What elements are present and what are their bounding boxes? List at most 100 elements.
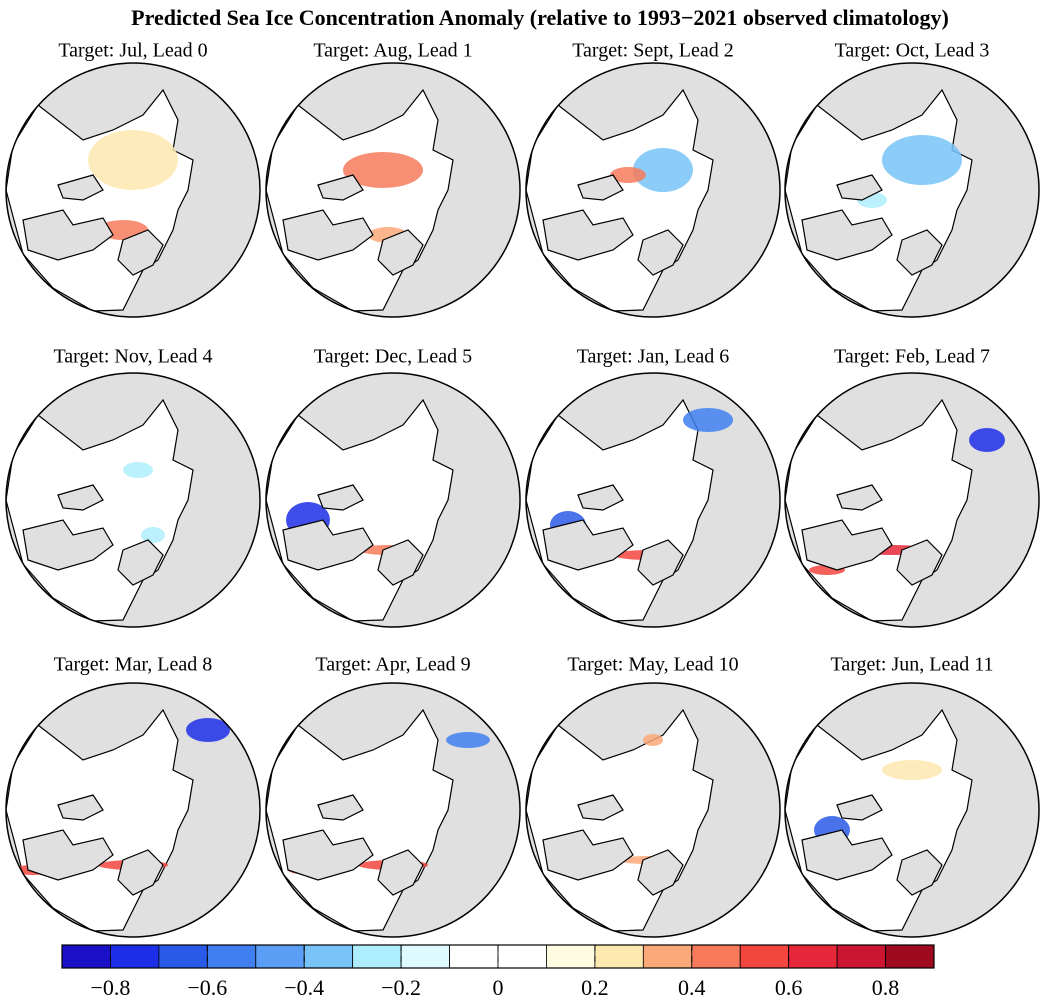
colorbar-tick-label: 0	[493, 975, 504, 1000]
colorbar-segment	[594, 944, 644, 969]
map-border	[265, 682, 521, 938]
anomaly-patch	[633, 148, 693, 192]
anomaly-patch	[343, 152, 423, 188]
map-content	[6, 398, 194, 622]
map-border	[5, 372, 261, 628]
panel-title: Target: Apr, Lead 9	[315, 654, 470, 676]
polar-map	[784, 62, 1040, 318]
map-border	[265, 372, 521, 628]
colorbar-segment	[61, 944, 111, 969]
map-border	[525, 372, 781, 628]
panel-title: Target: Jan, Lead 6	[577, 346, 730, 368]
anomaly-patch	[882, 135, 962, 185]
coastline	[801, 484, 943, 586]
map-border	[5, 682, 261, 938]
map-border	[525, 62, 781, 318]
colorbar-tick-label: 0.8	[872, 975, 900, 1000]
colorbar-segment	[158, 944, 208, 969]
colorbar-segment	[497, 944, 547, 969]
map-border	[784, 62, 1040, 318]
anomaly-patch	[683, 408, 733, 432]
colorbar-segment	[449, 944, 499, 969]
anomaly-patch	[882, 760, 942, 780]
map-border	[784, 372, 1040, 628]
polar-map	[5, 682, 261, 938]
colorbar-segment	[110, 944, 160, 969]
anomaly-patch	[186, 718, 230, 742]
polar-map	[5, 62, 261, 318]
map-content	[266, 708, 490, 932]
polar-map	[525, 372, 781, 628]
panel-title: Target: Aug, Lead 1	[313, 40, 472, 62]
anomaly-patch	[123, 462, 153, 478]
panel-title: Target: Nov, Lead 4	[53, 346, 212, 368]
anomaly-patch	[88, 130, 178, 190]
colorbar-segment	[691, 944, 741, 969]
panel-title: Target: Jun, Lead 11	[831, 654, 994, 676]
map-content	[6, 708, 230, 932]
colorbar-segment	[352, 944, 402, 969]
anomaly-patch	[643, 734, 663, 746]
colorbar-segment	[836, 944, 886, 969]
panel-title: Target: Oct, Lead 3	[835, 40, 990, 62]
colorbar-tick-label: −0.4	[284, 975, 324, 1000]
colorbar-tick-label: −0.6	[187, 975, 227, 1000]
map-content	[526, 398, 733, 622]
panel-title: Target: Dec, Lead 5	[314, 346, 472, 368]
colorbar-segment	[788, 944, 838, 969]
anomaly-patch	[446, 732, 490, 748]
panel-title: Target: Jul, Lead 0	[58, 40, 207, 62]
panel-title: Target: Feb, Lead 7	[834, 346, 990, 368]
coastline	[22, 484, 164, 586]
colorbar-segment	[546, 944, 596, 969]
map-content	[266, 88, 454, 312]
colorbar-tick-label: 0.4	[678, 975, 706, 1000]
map-border	[525, 682, 781, 938]
colorbar-tick-label: 0.6	[775, 975, 803, 1000]
polar-map	[784, 682, 1040, 938]
colorbar-tick-label: −0.8	[90, 975, 130, 1000]
polar-map	[525, 62, 781, 318]
anomaly-patch	[141, 527, 165, 543]
colorbar-segment	[400, 944, 450, 969]
map-content	[266, 398, 454, 622]
coastline	[282, 794, 424, 896]
polar-map	[265, 372, 521, 628]
map-content	[785, 88, 973, 312]
polar-map	[5, 372, 261, 628]
coastline	[282, 484, 424, 586]
anomaly-patch	[969, 428, 1005, 452]
polar-map	[525, 682, 781, 938]
map-content	[785, 398, 1005, 622]
map-content	[526, 708, 714, 932]
coastline	[282, 174, 424, 276]
coastline	[22, 794, 164, 896]
colorbar-segment	[255, 944, 305, 969]
figure-title: Predicted Sea Ice Concentration Anomaly …	[131, 5, 949, 30]
map-content	[526, 88, 714, 312]
coastline	[542, 484, 684, 586]
map-border	[265, 62, 521, 318]
coastline	[542, 174, 684, 276]
colorbar-tick-label: 0.2	[581, 975, 609, 1000]
panel-title: Target: May, Lead 10	[567, 654, 738, 676]
colorbar-tick-label: −0.2	[381, 975, 421, 1000]
map-border	[5, 62, 261, 318]
polar-map	[265, 62, 521, 318]
panel-title: Target: Sept, Lead 2	[572, 40, 734, 62]
map-content	[785, 708, 973, 932]
coastline	[801, 794, 943, 896]
colorbar-segment	[885, 944, 935, 969]
panel-title: Target: Mar, Lead 8	[54, 654, 212, 676]
map-border	[784, 682, 1040, 938]
map-content	[6, 88, 194, 312]
polar-map	[784, 372, 1040, 628]
coastline	[801, 174, 943, 276]
colorbar-segment	[206, 944, 257, 969]
polar-map	[265, 682, 521, 938]
colorbar-segment	[739, 944, 790, 969]
colorbar-segment	[642, 944, 693, 969]
anomaly-patch	[610, 167, 646, 183]
coastline	[22, 174, 164, 276]
